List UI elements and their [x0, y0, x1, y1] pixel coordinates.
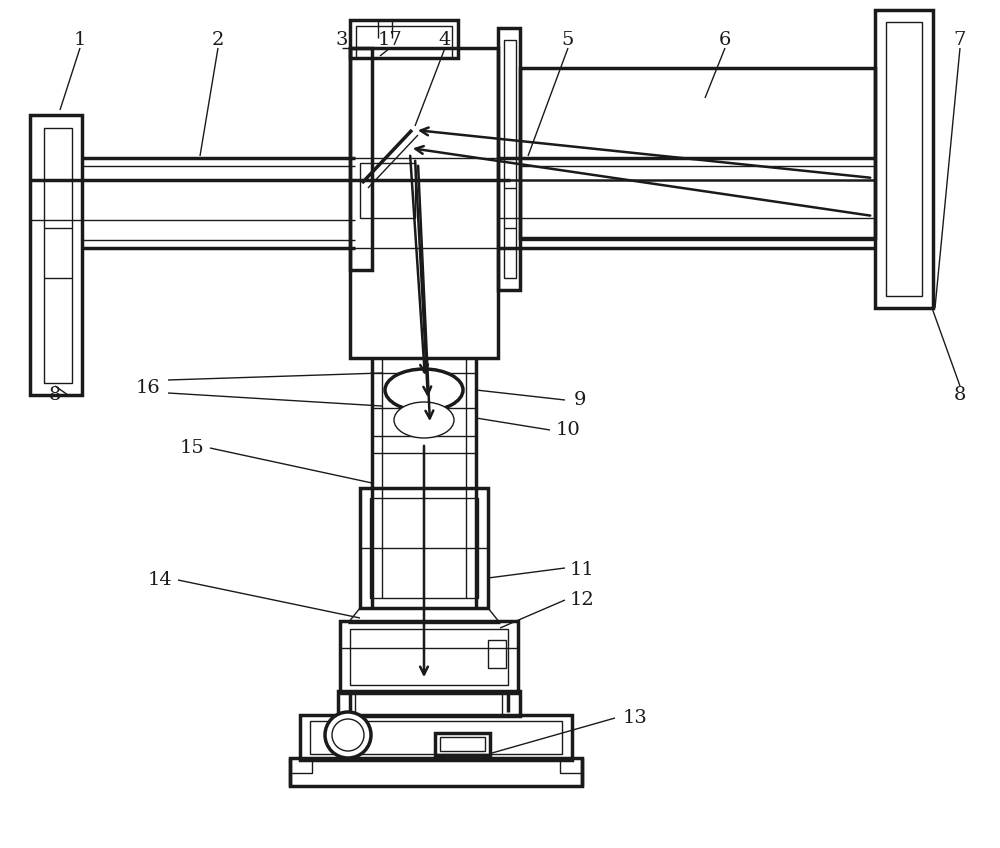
Text: 12: 12 [570, 591, 594, 609]
Text: 5: 5 [562, 31, 574, 49]
Bar [338, 691, 520, 716]
Bar [350, 629, 508, 685]
Bar [440, 737, 485, 751]
Bar [360, 163, 415, 218]
Circle shape [325, 712, 371, 758]
Bar [30, 115, 82, 395]
Text: 4: 4 [439, 31, 451, 49]
Text: 13: 13 [623, 709, 647, 727]
Bar [44, 128, 72, 383]
Text: 11: 11 [570, 561, 594, 579]
Bar [370, 498, 478, 598]
Bar [498, 28, 520, 290]
Ellipse shape [394, 402, 454, 438]
Text: 10: 10 [556, 421, 580, 439]
Bar [350, 20, 458, 58]
Text: 14: 14 [148, 571, 172, 589]
Bar [520, 68, 875, 238]
Text: 17: 17 [378, 31, 402, 49]
Bar [356, 26, 452, 58]
Text: 9: 9 [574, 391, 586, 409]
Bar [290, 758, 582, 786]
Bar [350, 48, 498, 358]
Bar [504, 40, 516, 278]
Bar [350, 48, 372, 270]
Bar [560, 758, 582, 773]
Bar [340, 621, 518, 693]
Bar [488, 640, 506, 668]
Bar [360, 488, 488, 608]
Text: 3: 3 [336, 31, 348, 49]
Text: 8: 8 [49, 386, 61, 404]
Text: 1: 1 [74, 31, 86, 49]
Text: 7: 7 [954, 31, 966, 49]
Text: 6: 6 [719, 31, 731, 49]
Text: 8: 8 [954, 386, 966, 404]
Text: 15: 15 [180, 439, 204, 457]
Bar [310, 721, 562, 754]
Circle shape [332, 719, 364, 751]
Text: 16: 16 [136, 379, 160, 397]
Text: 2: 2 [212, 31, 224, 49]
Bar [290, 758, 312, 773]
Ellipse shape [385, 369, 463, 411]
Bar [875, 10, 933, 308]
Bar [886, 22, 922, 296]
Bar [435, 733, 490, 755]
Bar [300, 715, 572, 760]
